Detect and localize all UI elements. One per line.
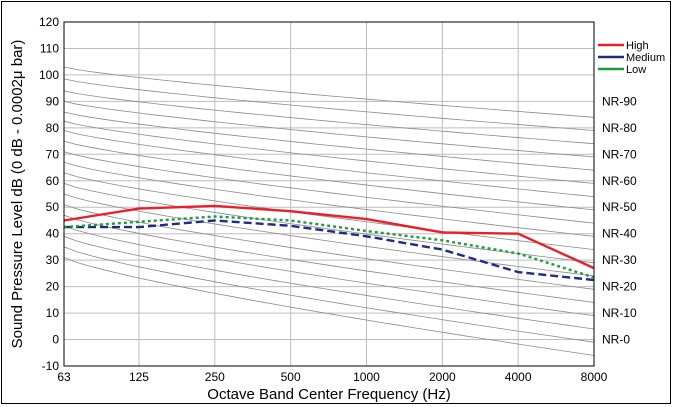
nr-curve-minor xyxy=(63,246,595,343)
x-tick-label: 125 xyxy=(129,370,149,384)
nr-curve-minor xyxy=(63,101,595,158)
x-tick-label: 250 xyxy=(205,370,225,384)
x-tick-label: 2000 xyxy=(429,370,456,384)
grid xyxy=(63,21,595,367)
y-tick-label: 80 xyxy=(46,121,60,135)
nr-curve xyxy=(63,172,595,250)
y-tick-label: 90 xyxy=(46,94,60,108)
x-axis-label: Octave Band Center Frequency (Hz) xyxy=(207,386,450,403)
nr-curve xyxy=(63,257,595,356)
nr-curve-minor xyxy=(63,140,595,211)
y-tick-label: 60 xyxy=(46,174,60,188)
nr-curve-minor xyxy=(63,120,595,184)
y-tick-label: 40 xyxy=(46,227,60,241)
nr-label: NR-80 xyxy=(602,121,637,135)
nr-curve xyxy=(63,235,595,330)
y-axis-label: Sound Pressure Level dB (0 dB - 0.0002μ … xyxy=(9,40,26,349)
y-tick-label: 70 xyxy=(46,147,60,161)
nr-label: NR-70 xyxy=(602,147,637,161)
x-tick-label: 8000 xyxy=(581,370,608,384)
nr-curve-minor xyxy=(63,161,595,237)
nr-curve-labels: NR-90 NR-80 NR-70 NR-60 NR-50 NR-40 NR-30 NR-20… xyxy=(602,94,637,346)
nr-label: NR-50 xyxy=(602,200,637,214)
legend-label: High xyxy=(626,40,649,52)
plot-area-border xyxy=(63,21,595,367)
nr-curve-minor xyxy=(63,78,595,131)
nr-curve xyxy=(63,130,595,197)
nr-label: NR-40 xyxy=(602,227,637,241)
data-series xyxy=(63,204,595,282)
nr-curve xyxy=(63,193,595,277)
x-tick-label: 1000 xyxy=(353,370,380,384)
nr-curve xyxy=(63,151,595,224)
nr-label: NR-20 xyxy=(602,280,637,294)
y-tick-label: 100 xyxy=(39,68,59,82)
y-tick-label: 120 xyxy=(39,15,59,29)
series-line-medium xyxy=(64,219,595,282)
series-line-high xyxy=(63,204,595,270)
nr-label: NR-30 xyxy=(602,253,637,267)
nr-curves xyxy=(63,66,595,356)
y-tick-label: -10 xyxy=(42,359,60,373)
y-tick-label: 20 xyxy=(46,280,60,294)
nr-curve xyxy=(63,66,595,118)
legend-label: Low xyxy=(626,64,646,76)
nr-label: NR-10 xyxy=(602,306,637,320)
y-tick-label: 0 xyxy=(52,333,59,347)
nr-curve xyxy=(63,214,595,303)
nr-curve xyxy=(63,111,595,171)
x-tick-label: 500 xyxy=(281,370,301,384)
x-tick-label: 4000 xyxy=(505,370,532,384)
nr-label: NR-0 xyxy=(602,333,630,347)
x-tick-labels: 63 125 250 500 1000 2000 4000 8000 xyxy=(57,370,607,384)
nr-curve-minor xyxy=(63,225,595,317)
y-tick-label: 110 xyxy=(40,41,59,55)
nr-label: NR-60 xyxy=(602,174,637,188)
series-line-low xyxy=(63,215,595,279)
y-tick-label: 10 xyxy=(46,306,60,320)
y-tick-labels: -10 0 10 20 30 40 50 60 70 80 90 100 110 120 xyxy=(39,15,59,373)
legend-label: Medium xyxy=(626,52,665,64)
nr-curve-minor xyxy=(63,204,595,290)
y-tick-label: 30 xyxy=(46,253,60,267)
nr-label: NR-90 xyxy=(602,94,637,108)
y-tick-label: 50 xyxy=(46,200,60,214)
x-tick-label: 63 xyxy=(57,370,71,384)
nr-curve xyxy=(63,90,595,145)
